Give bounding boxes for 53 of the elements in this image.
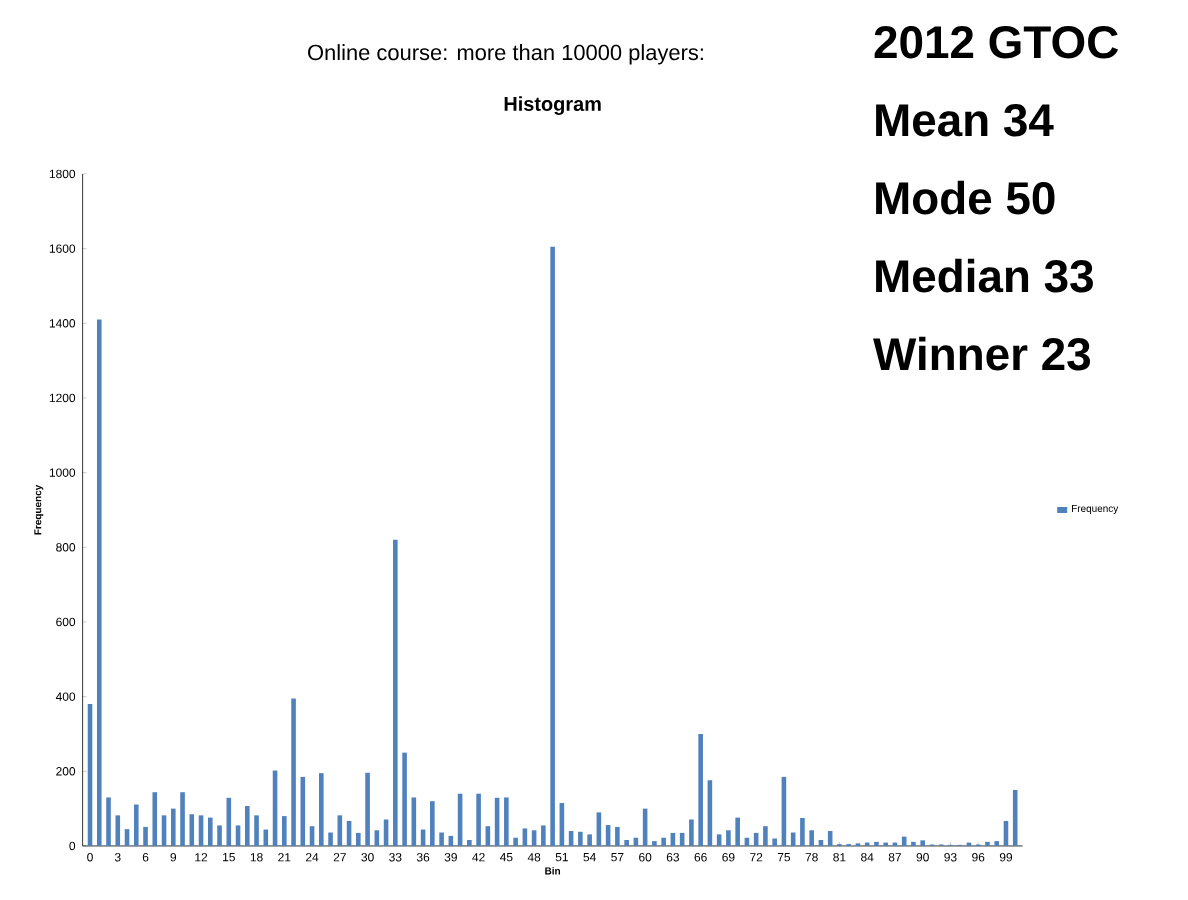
bar xyxy=(587,834,592,846)
bar xyxy=(170,808,176,846)
bar xyxy=(624,840,629,846)
bar xyxy=(578,831,583,846)
bar xyxy=(735,817,740,846)
bar xyxy=(541,825,546,846)
bar xyxy=(152,792,158,846)
text: 2012 GTOC xyxy=(874,25,1119,59)
annotation: Mode 50 xyxy=(876,180,1055,215)
bar xyxy=(365,772,370,846)
text: Online course: more than 10000 players: xyxy=(308,44,703,65)
bar xyxy=(513,837,518,846)
bar xyxy=(661,837,666,846)
bar xyxy=(920,840,925,846)
bar xyxy=(96,319,102,846)
annotation: Winner 23 xyxy=(873,336,1091,371)
bar xyxy=(207,817,213,846)
bar xyxy=(393,539,398,846)
bar xyxy=(217,825,222,846)
bar xyxy=(106,797,111,846)
bar xyxy=(319,773,324,846)
bar xyxy=(726,830,731,846)
bar xyxy=(282,816,287,846)
bar xyxy=(809,830,814,846)
bar xyxy=(254,815,259,846)
annotation: Median 33 xyxy=(876,258,1093,293)
bar xyxy=(504,797,509,846)
bar xyxy=(467,840,472,846)
bar xyxy=(226,797,232,846)
bar xyxy=(439,832,444,846)
bar xyxy=(800,817,805,846)
bar xyxy=(430,801,435,846)
bar xyxy=(143,826,148,846)
bar xyxy=(698,733,703,846)
bar xyxy=(180,792,185,846)
bar xyxy=(245,806,250,846)
bar xyxy=(291,698,296,846)
bar xyxy=(1012,789,1018,846)
bar xyxy=(402,752,407,846)
bar xyxy=(115,815,121,846)
bar xyxy=(772,838,777,846)
bar xyxy=(615,826,620,846)
bar xyxy=(716,834,722,846)
text: Mean 34 xyxy=(876,103,1054,137)
bar xyxy=(189,814,195,846)
bar xyxy=(356,832,361,846)
bar xyxy=(763,826,768,846)
bar xyxy=(689,819,694,846)
bar xyxy=(550,246,555,846)
bar xyxy=(328,832,333,846)
chart-title: Histogram xyxy=(504,96,601,115)
bar xyxy=(476,793,481,846)
bar xyxy=(133,804,139,846)
